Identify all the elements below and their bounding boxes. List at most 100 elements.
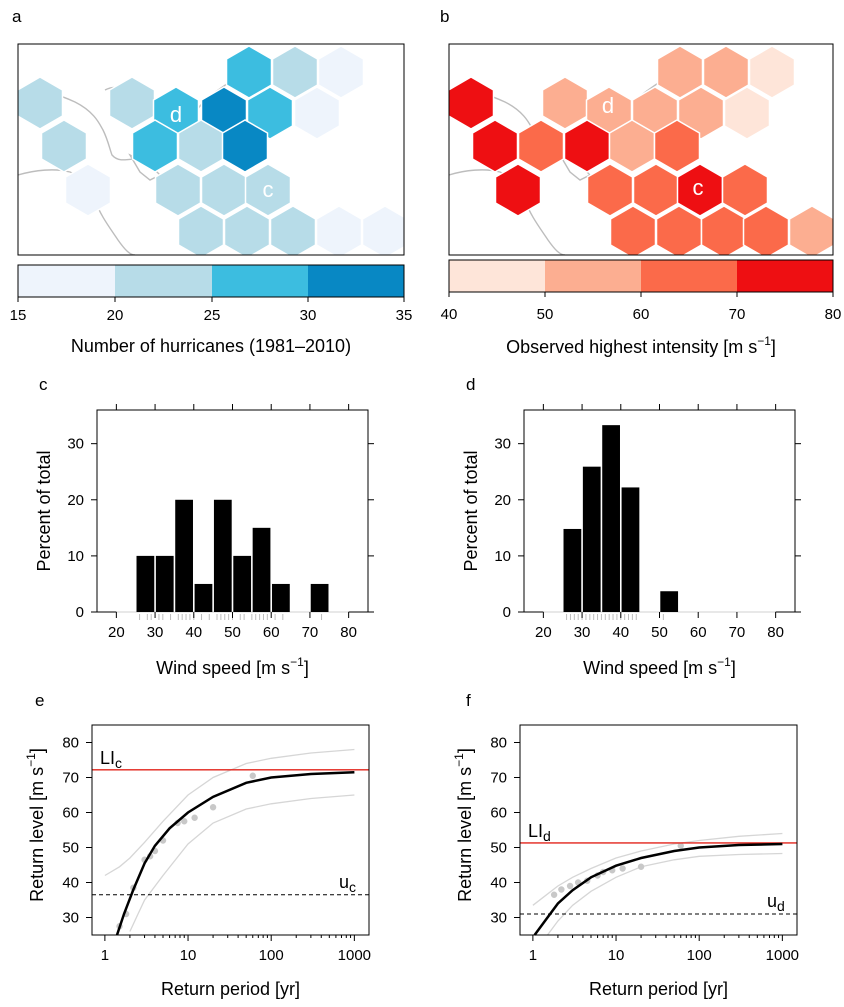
hex-cell — [108, 76, 156, 130]
u-label-main: u — [767, 891, 777, 911]
histogram-bar — [233, 555, 252, 612]
y-axis-label-sup: −1 — [24, 753, 38, 767]
y-axis-label-main: Return level [m s — [455, 767, 475, 902]
hex-cell — [653, 119, 701, 173]
x-tick-label: 30 — [147, 624, 164, 641]
colorbar-b-title-main: Observed highest intensity [m s — [506, 337, 757, 357]
hex-cell — [721, 163, 769, 217]
histogram-bar — [136, 555, 155, 612]
y-axis-label-main: Return level [m s — [27, 767, 47, 902]
y-tick-label: 60 — [62, 805, 79, 822]
panel-letter-b: b — [440, 7, 449, 26]
li-label-sub: d — [543, 828, 551, 844]
x-tick-label: 1 — [101, 947, 109, 964]
x-axis-label-main: Wind speed [m s — [583, 658, 717, 678]
y-tick-label: 20 — [67, 492, 84, 509]
y-axis-label: Return level [m s−1] — [452, 748, 475, 902]
hex-grid-a — [18, 45, 404, 255]
hex-cell — [494, 163, 542, 217]
histogram-bar — [621, 487, 640, 612]
x-axis-label-sup: −1 — [717, 655, 731, 669]
y-tick-label: 20 — [494, 492, 511, 509]
x-tick-label: 100 — [687, 947, 712, 964]
hex-cell — [788, 205, 833, 255]
colorbar-a-seg-3 — [308, 265, 404, 297]
x-tick-label: 20 — [535, 624, 552, 641]
colorbar-b-tick-60: 60 — [633, 306, 650, 323]
ci-lower-line — [129, 794, 355, 932]
y-tick-label: 30 — [62, 910, 79, 927]
hex-cell — [223, 205, 271, 255]
observation-point — [619, 865, 626, 872]
map-panel-b: dc — [448, 43, 834, 256]
y-axis-label-sup: −1 — [452, 753, 466, 767]
y-tick-label: 50 — [490, 840, 507, 857]
y-tick-label: 70 — [62, 770, 79, 787]
hex-cell — [315, 205, 363, 255]
observation-point — [677, 842, 684, 849]
colorbar-a-seg-2 — [212, 265, 308, 297]
y-tick-label: 40 — [62, 875, 79, 892]
hex-cell — [64, 163, 112, 217]
x-tick-label: 80 — [767, 624, 784, 641]
histogram-d: d 20 30 40 50 60 70 80 0 10 20 30 Percent of total Wi… — [461, 375, 801, 678]
x-axis-label-end: ] — [304, 658, 309, 678]
colorbar-a-tick-25: 25 — [204, 307, 221, 324]
panel-letter-d: d — [466, 375, 475, 394]
x-axis-label-sup: −1 — [290, 655, 304, 669]
u-label-main: u — [339, 872, 349, 892]
colorbar-a-tick-15: 15 — [10, 307, 27, 324]
map-a-content — [18, 45, 404, 255]
colorbar-b-tick-80: 80 — [825, 306, 842, 323]
fitted-return-level-curve — [115, 771, 355, 936]
hex-cell — [723, 86, 771, 140]
x-axis-label: Wind speed [m s−1] — [583, 655, 736, 678]
hex-cell — [225, 45, 273, 99]
hex-cell — [742, 205, 790, 255]
x-tick-label: 70 — [729, 624, 746, 641]
x-tick-label: 60 — [263, 624, 280, 641]
hex-cell — [317, 45, 365, 99]
colorbar-a-tick-20: 20 — [107, 307, 124, 324]
histogram-bar — [213, 499, 232, 612]
histogram-bar — [272, 583, 290, 612]
observation-point — [637, 863, 645, 870]
u-label-sub: d — [777, 898, 785, 914]
colorbar-b-tick-40: 40 — [441, 306, 458, 323]
y-tick-label: 80 — [490, 735, 507, 752]
plot-frame — [91, 724, 370, 936]
histogram-bar — [175, 499, 193, 612]
colorbar-b-tick-50: 50 — [537, 306, 554, 323]
x-tick-label: 40 — [185, 624, 202, 641]
map-frame-a — [17, 43, 405, 256]
histogram-bar — [563, 528, 582, 612]
hex-cell — [702, 45, 750, 99]
y-tick-label: 0 — [76, 604, 84, 621]
map-label-d-a: d — [170, 102, 182, 127]
colorbar-a-ticks — [17, 297, 405, 302]
x-axis-label: Wind speed [m s−1] — [156, 655, 309, 678]
limiting-intensity-label: LId — [528, 821, 551, 844]
hex-cell — [131, 119, 179, 173]
histogram-bar — [252, 527, 271, 612]
colorbar-a-frame — [17, 264, 405, 298]
hex-cell — [154, 163, 202, 217]
observation-point — [566, 882, 574, 890]
y-tick-label: 30 — [67, 436, 84, 453]
hex-cell — [632, 163, 680, 217]
x-axis-label: Return period [yr] — [589, 979, 728, 999]
hex-cell — [293, 86, 341, 140]
observation-point — [191, 814, 198, 821]
histogram-c: c 20 30 40 50 60 70 80 0 10 20 30 Percent of total Wi… — [34, 375, 374, 678]
threshold-label: uc — [339, 872, 356, 895]
hex-cell — [244, 163, 292, 217]
panel-letter-a: a — [12, 7, 22, 26]
panel-letter-f: f — [466, 691, 471, 710]
x-tick-label: 50 — [224, 624, 241, 641]
map-b-content — [449, 45, 833, 255]
x-axis-label-main: Wind speed [m s — [156, 658, 290, 678]
x-tick-label: 40 — [612, 624, 629, 641]
